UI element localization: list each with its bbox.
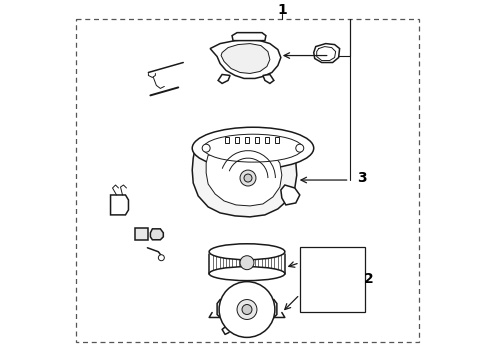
Polygon shape: [232, 33, 266, 41]
Polygon shape: [275, 137, 279, 143]
Polygon shape: [314, 44, 340, 63]
Text: 1: 1: [277, 3, 287, 17]
Ellipse shape: [209, 267, 285, 281]
Circle shape: [242, 305, 252, 315]
Ellipse shape: [192, 127, 314, 169]
Polygon shape: [265, 137, 269, 143]
Circle shape: [158, 255, 164, 261]
Polygon shape: [210, 40, 281, 78]
Polygon shape: [225, 137, 229, 143]
Polygon shape: [111, 195, 128, 215]
Polygon shape: [206, 148, 282, 206]
Text: 3: 3: [358, 171, 367, 185]
Circle shape: [237, 300, 257, 319]
Circle shape: [240, 170, 256, 186]
Polygon shape: [150, 229, 163, 240]
Polygon shape: [218, 75, 230, 84]
Polygon shape: [192, 142, 297, 217]
Circle shape: [244, 174, 252, 182]
Polygon shape: [281, 185, 300, 205]
Bar: [75, 19, 419, 342]
Circle shape: [202, 144, 210, 152]
Circle shape: [240, 256, 254, 270]
Bar: [300, 247, 365, 311]
Polygon shape: [255, 137, 259, 143]
Polygon shape: [221, 44, 270, 73]
Polygon shape: [217, 300, 277, 318]
Polygon shape: [235, 137, 239, 143]
Polygon shape: [245, 137, 249, 143]
Text: 2: 2: [364, 272, 373, 285]
Polygon shape: [135, 228, 148, 240]
Polygon shape: [263, 75, 274, 84]
Circle shape: [296, 144, 304, 152]
Ellipse shape: [209, 244, 285, 260]
Ellipse shape: [203, 134, 303, 162]
Circle shape: [219, 282, 275, 337]
